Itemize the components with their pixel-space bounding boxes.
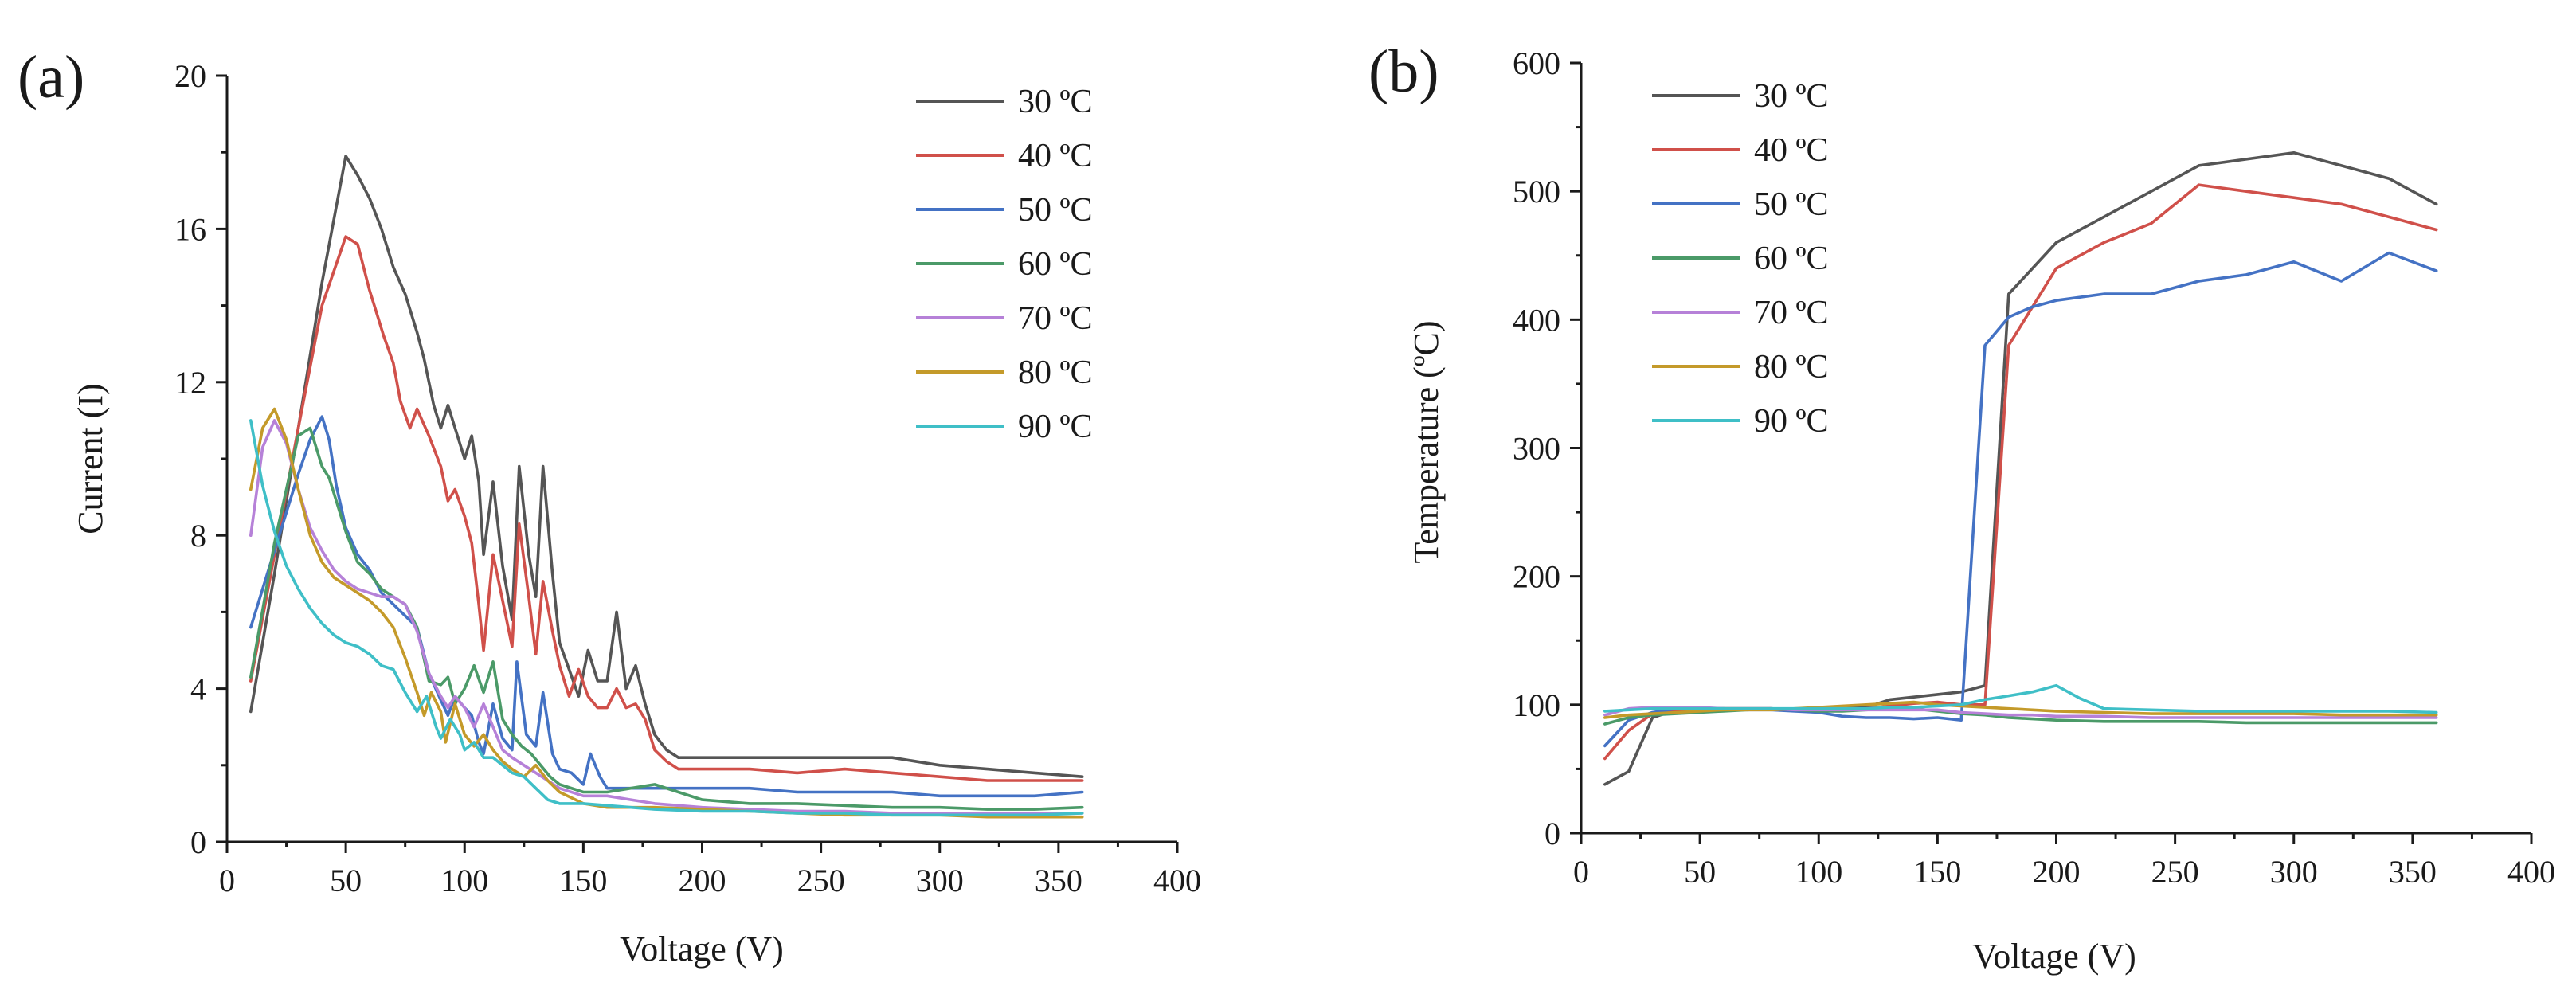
y-tick-label-b: 400 [1513, 302, 1560, 338]
legend-label-a-6: 80 ºC [1018, 354, 1093, 391]
x-tick-label-b: 350 [2389, 854, 2437, 890]
x-tick-label-b: 150 [1913, 854, 1961, 890]
y-tick-label-a: 0 [190, 824, 206, 860]
series-line-a-5 [249, 419, 1084, 815]
y-axis-label-b: Temperature (ºC) [1407, 321, 1446, 564]
y-tick-label-b: 500 [1513, 174, 1560, 209]
x-tick-label-a: 50 [330, 863, 362, 898]
y-tick-label-a: 12 [174, 365, 206, 401]
x-tick-label-b: 400 [2507, 854, 2555, 890]
legend-label-a-2: 40 ºC [1018, 138, 1093, 174]
x-tick-label-a: 300 [916, 863, 964, 898]
x-tick-label-a: 250 [797, 863, 845, 898]
x-tick-label-a: 200 [679, 863, 726, 898]
x-tick-label-a: 0 [219, 863, 235, 898]
x-tick-label-b: 250 [2151, 854, 2199, 890]
y-tick-label-b: 100 [1513, 687, 1560, 723]
series-line-b-7 [1603, 683, 2438, 714]
series-line-a-3 [249, 415, 1084, 798]
x-tick-label-a: 150 [559, 863, 607, 898]
x-tick-label-a: 100 [440, 863, 488, 898]
series-line-a-7 [249, 419, 1084, 817]
x-tick-label-b: 50 [1684, 854, 1716, 890]
panel-label-a: (a) [18, 44, 84, 111]
x-axis-label-a: Voltage (V) [620, 929, 784, 969]
series-line-a-4 [249, 426, 1084, 811]
x-tick-label-b: 0 [1573, 854, 1589, 890]
series-line-b-2 [1603, 183, 2438, 761]
y-tick-label-a: 4 [190, 671, 206, 707]
legend-label-b-2: 40 ºC [1754, 132, 1829, 169]
x-tick-label-a: 400 [1153, 863, 1201, 898]
x-tick-label-b: 300 [2270, 854, 2318, 890]
legend-label-b-6: 80 ºC [1754, 349, 1829, 385]
series-line-b-1 [1603, 151, 2438, 786]
series-line-a-1 [249, 155, 1084, 778]
x-tick-label-b: 100 [1795, 854, 1842, 890]
y-tick-label-b: 200 [1513, 559, 1560, 595]
legend-label-a-4: 60 ºC [1018, 246, 1093, 283]
x-axis-label-b: Voltage (V) [1972, 937, 2136, 976]
legend-label-b-7: 90 ºC [1754, 403, 1829, 440]
legend-label-a-5: 70 ºC [1018, 300, 1093, 337]
series-line-b-6 [1603, 700, 2438, 719]
legend-label-a-3: 50 ºC [1018, 192, 1093, 229]
y-tick-label-a: 20 [174, 58, 206, 94]
legend-label-a-7: 90 ºC [1018, 409, 1093, 445]
legend-label-a-1: 30 ºC [1018, 84, 1093, 120]
y-axis-label-a: Current (I) [71, 383, 110, 534]
x-tick-label-a: 350 [1035, 863, 1082, 898]
legend-label-b-4: 60 ºC [1754, 241, 1829, 277]
y-tick-label-b: 300 [1513, 431, 1560, 467]
y-tick-label-a: 16 [174, 211, 206, 247]
y-tick-label-b: 600 [1513, 45, 1560, 81]
y-tick-label-b: 0 [1544, 816, 1560, 851]
series-line-a-2 [249, 235, 1084, 782]
series-line-a-6 [249, 407, 1084, 819]
panel-label-b: (b) [1368, 38, 1439, 105]
legend-label-b-1: 30 ºC [1754, 78, 1829, 115]
legend-label-b-5: 70 ºC [1754, 295, 1829, 331]
y-tick-label-a: 8 [190, 518, 206, 554]
x-tick-label-b: 200 [2033, 854, 2081, 890]
legend-label-b-3: 50 ºC [1754, 186, 1829, 223]
